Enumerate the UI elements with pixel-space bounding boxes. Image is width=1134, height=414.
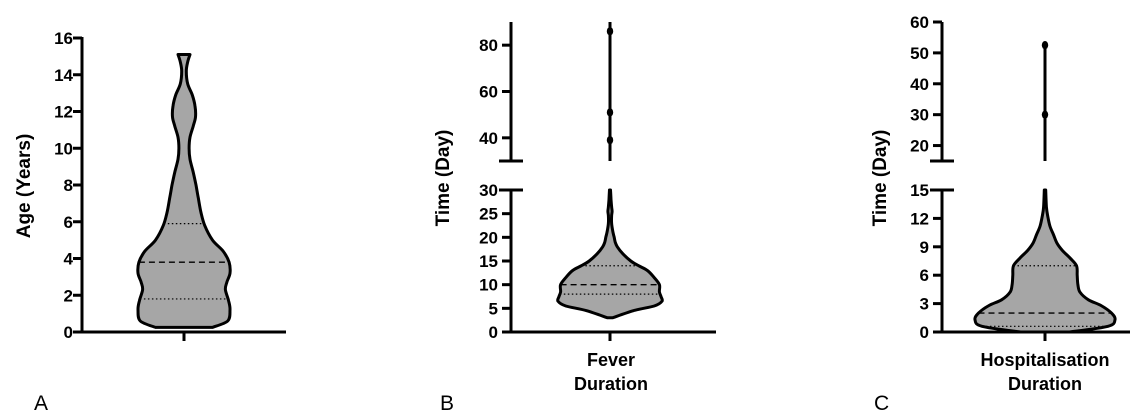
y-tick-label: 25	[479, 205, 498, 224]
y-tick-label: 5	[489, 299, 498, 318]
y-tick-label: 6	[64, 213, 73, 232]
y-tick-label: 20	[910, 137, 929, 156]
panel-letter-c: C	[874, 392, 889, 414]
y-tick-label: 12	[54, 103, 73, 122]
y-tick-label: 15	[910, 181, 929, 200]
y-tick-label: 14	[54, 66, 73, 85]
panel-b: B Time (Day) 0 5 10 15 20 25 30 40 60 80 Fever Durati…	[433, 22, 716, 414]
panel-letter-a: A	[34, 392, 48, 414]
y-tick-label: 60	[479, 83, 498, 102]
outlier-point	[606, 27, 614, 36]
y-tick-label: 4	[64, 250, 74, 269]
violin-body	[556, 188, 664, 320]
category-label: Fever	[587, 350, 635, 370]
y-tick-label: 30	[479, 181, 498, 200]
category-label: Duration	[1008, 374, 1082, 394]
y-tick-label: 8	[64, 176, 73, 195]
y-tick-label: 80	[479, 36, 498, 55]
panel-a: A Age (Years) 0 2 4 6 8 10 12 14 16	[14, 29, 286, 414]
y-tick-label: 30	[910, 106, 929, 125]
y-tick-label: 40	[910, 75, 929, 94]
y-axis-title: Time (Day)	[870, 130, 891, 227]
y-tick-label: 9	[920, 238, 929, 257]
y-tick-label: 16	[54, 29, 73, 48]
outlier-point	[606, 135, 614, 145]
y-tick-label: 15	[479, 252, 498, 271]
violin-body	[136, 53, 232, 329]
y-tick-label: 60	[910, 13, 929, 32]
outlier-point	[1041, 40, 1049, 50]
y-tick-label: 0	[920, 323, 929, 342]
panel-c: C Time (Day) 0 3 6 9 12 15 20 30 40 50 60 Hospitalisa…	[870, 13, 1130, 414]
violin-body	[973, 188, 1117, 334]
y-tick-label: 0	[64, 323, 73, 342]
y-tick-label: 20	[479, 228, 498, 247]
y-tick-label: 2	[64, 286, 73, 305]
panel-letter-b: B	[440, 392, 454, 414]
y-tick-label: 50	[910, 44, 929, 63]
outlier-point	[606, 108, 614, 117]
y-tick-label: 40	[479, 129, 498, 148]
y-tick-label: 12	[910, 209, 929, 228]
y-tick-label: 0	[489, 323, 498, 342]
category-label: Hospitalisation	[980, 350, 1109, 370]
outlier-point	[1041, 110, 1049, 119]
y-tick-label: 6	[920, 266, 929, 285]
category-label: Duration	[574, 374, 648, 394]
y-axis-title: Time (Day)	[433, 130, 454, 227]
y-tick-label: 10	[479, 276, 498, 295]
y-tick-label: 3	[920, 295, 929, 314]
y-axis-title: Age (Years)	[14, 134, 35, 239]
y-tick-label: 10	[54, 139, 73, 158]
